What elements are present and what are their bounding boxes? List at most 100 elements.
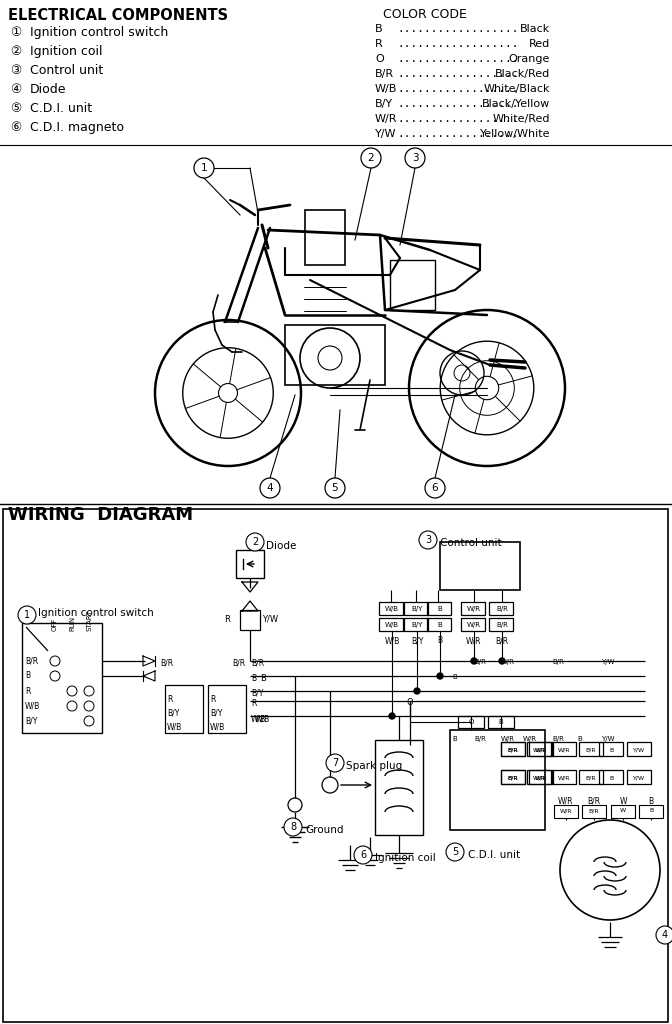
Bar bbox=[529, 770, 553, 784]
Text: W/R: W/R bbox=[535, 775, 547, 780]
Text: O: O bbox=[407, 698, 413, 707]
Text: W: W bbox=[620, 797, 627, 806]
Text: B: B bbox=[649, 809, 653, 813]
Text: ..................: .................. bbox=[397, 39, 519, 49]
Bar bbox=[501, 742, 525, 756]
Bar bbox=[461, 618, 485, 631]
Text: B/Y: B/Y bbox=[251, 689, 263, 698]
Text: B/Y: B/Y bbox=[411, 606, 423, 612]
Text: W/R: W/R bbox=[375, 114, 398, 124]
Bar bbox=[552, 770, 576, 784]
Text: B: B bbox=[499, 719, 503, 725]
Text: 3: 3 bbox=[425, 535, 431, 545]
Text: W/B: W/B bbox=[384, 636, 400, 645]
Text: ②: ② bbox=[10, 45, 22, 58]
Text: ..................: .................. bbox=[397, 114, 519, 124]
Text: ④: ④ bbox=[10, 83, 22, 96]
Text: C.D.I. unit: C.D.I. unit bbox=[468, 850, 520, 860]
Bar bbox=[501, 742, 525, 756]
Text: B: B bbox=[437, 636, 443, 645]
Text: 2: 2 bbox=[252, 537, 258, 547]
Text: B: B bbox=[437, 622, 442, 628]
Text: Black/Red: Black/Red bbox=[495, 69, 550, 79]
Text: COLOR CODE: COLOR CODE bbox=[383, 8, 467, 22]
Bar bbox=[579, 742, 603, 756]
Text: ③: ③ bbox=[10, 63, 22, 77]
Text: ..................: .................. bbox=[397, 54, 519, 63]
Text: START: START bbox=[86, 609, 92, 631]
Bar bbox=[627, 742, 651, 756]
Text: B: B bbox=[375, 24, 382, 34]
Text: Control unit: Control unit bbox=[30, 63, 103, 77]
Text: 1: 1 bbox=[201, 163, 208, 173]
Text: W/R: W/R bbox=[467, 606, 481, 612]
Text: W/R: W/R bbox=[533, 748, 545, 753]
Text: 3: 3 bbox=[412, 153, 418, 163]
Circle shape bbox=[260, 478, 280, 498]
Text: Ignition coil: Ignition coil bbox=[375, 853, 435, 863]
Text: B: B bbox=[453, 674, 458, 680]
Text: W/R: W/R bbox=[466, 636, 482, 645]
Bar bbox=[579, 770, 603, 784]
Text: W/B: W/B bbox=[25, 701, 40, 711]
Text: B/R: B/R bbox=[589, 809, 599, 813]
Circle shape bbox=[246, 534, 264, 551]
Text: B/Y: B/Y bbox=[411, 622, 423, 628]
Bar bbox=[527, 742, 551, 756]
Text: O: O bbox=[468, 719, 474, 725]
Text: White/Red: White/Red bbox=[493, 114, 550, 124]
Text: B: B bbox=[453, 736, 458, 742]
Text: 2: 2 bbox=[368, 153, 374, 163]
Text: B/R: B/R bbox=[586, 775, 596, 780]
Text: B/R: B/R bbox=[552, 659, 564, 665]
Circle shape bbox=[325, 478, 345, 498]
Bar bbox=[379, 602, 403, 615]
Circle shape bbox=[437, 673, 443, 679]
Circle shape bbox=[389, 713, 395, 719]
Circle shape bbox=[419, 531, 437, 549]
Bar bbox=[527, 770, 551, 784]
Text: B/Y: B/Y bbox=[25, 717, 38, 725]
Bar bbox=[236, 550, 264, 578]
Text: B/R: B/R bbox=[587, 797, 601, 806]
Text: B/R: B/R bbox=[251, 659, 264, 668]
Text: Y/W: Y/W bbox=[262, 615, 278, 624]
Text: WIRING  DIAGRAM: WIRING DIAGRAM bbox=[8, 506, 193, 524]
Circle shape bbox=[361, 148, 381, 168]
Bar bbox=[501, 770, 525, 784]
Bar bbox=[208, 685, 246, 733]
Text: B/R: B/R bbox=[25, 656, 38, 666]
Bar bbox=[450, 730, 545, 830]
Text: W/R: W/R bbox=[535, 748, 547, 753]
Text: B/Y: B/Y bbox=[167, 709, 179, 718]
Circle shape bbox=[354, 846, 372, 864]
Text: W/B: W/B bbox=[375, 84, 397, 94]
Circle shape bbox=[471, 658, 477, 664]
Text: 5: 5 bbox=[332, 483, 338, 493]
Text: Control unit: Control unit bbox=[440, 538, 501, 548]
Text: Ignition control switch: Ignition control switch bbox=[30, 26, 168, 39]
Text: B: B bbox=[609, 775, 613, 780]
Text: W/R: W/R bbox=[560, 809, 573, 813]
Circle shape bbox=[656, 926, 672, 944]
Text: B: B bbox=[251, 674, 256, 683]
Text: Ground: Ground bbox=[305, 825, 343, 835]
Text: B/R: B/R bbox=[507, 748, 518, 753]
Text: B: B bbox=[648, 797, 654, 806]
Text: B: B bbox=[25, 672, 30, 681]
Text: W/B: W/B bbox=[210, 723, 225, 732]
Circle shape bbox=[425, 478, 445, 498]
Text: ..................: .................. bbox=[397, 99, 519, 109]
Text: O: O bbox=[375, 54, 384, 63]
Bar bbox=[440, 542, 520, 590]
Bar bbox=[390, 260, 435, 310]
Text: Diode: Diode bbox=[266, 541, 296, 551]
Text: Y/W: Y/W bbox=[633, 748, 645, 753]
Bar bbox=[552, 742, 576, 756]
Text: W/R: W/R bbox=[467, 622, 481, 628]
Text: W/R: W/R bbox=[558, 797, 574, 806]
Text: ELECTRICAL COMPONENTS: ELECTRICAL COMPONENTS bbox=[8, 8, 228, 23]
Text: B: B bbox=[609, 748, 613, 753]
Text: Black/Yellow: Black/Yellow bbox=[482, 99, 550, 109]
Text: 6: 6 bbox=[431, 483, 438, 493]
